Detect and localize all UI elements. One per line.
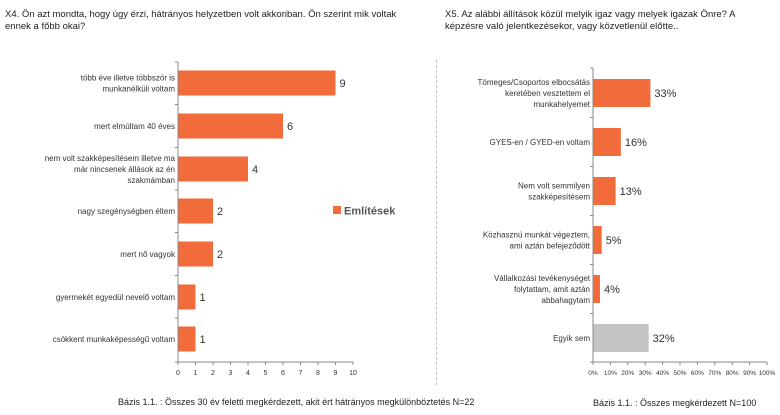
- left-category-label-3: nagy szegénységben éltem: [78, 207, 176, 216]
- right-value-label-1: 16%: [625, 137, 647, 149]
- left-value-label-2: 4: [252, 164, 258, 176]
- right-bar-4: [593, 275, 600, 303]
- left-category-label-1: mert elmúltam 40 éves: [94, 122, 175, 131]
- right-x-tick-label-0: 0%: [588, 370, 598, 377]
- right-bar-2: [593, 177, 616, 205]
- right-bar-chart: 33% Tömeges/Csoportos elbocsátás keretében…: [478, 67, 776, 377]
- left-category-label-2: nem volt szakképesítésem illetve ma már n…: [45, 154, 176, 185]
- left-question-text: X4. Ön azt mondta, hogy úgy érzi, hátrán…: [5, 9, 397, 32]
- right-bar-0: [593, 79, 651, 107]
- right-x-tick-label-10: 100%: [759, 370, 776, 377]
- left-x-tick-label-3: 3: [229, 370, 233, 377]
- left-value-label-4: 2: [217, 249, 223, 261]
- right-value-label-0: 33%: [654, 88, 676, 100]
- right-category-label-1: GYES-en / GYED-en voltam: [490, 138, 591, 147]
- left-category-label-4: mert nő vagyok: [120, 250, 176, 259]
- left-value-label-5: 1: [200, 292, 206, 304]
- right-x-tick-label-9: 90%: [743, 370, 756, 377]
- left-x-tick-label-7: 7: [299, 370, 303, 377]
- left-bar-2: [178, 156, 248, 182]
- right-category-label-4: Vállalkozási tevékenységet folytattam, am…: [494, 274, 591, 305]
- left-bar-6: [178, 326, 196, 352]
- right-x-tick-label-7: 70%: [708, 370, 721, 377]
- left-x-tick-label-0: 0: [176, 370, 180, 377]
- left-x-tick-label-4: 4: [246, 370, 250, 377]
- left-legend: Említések: [333, 206, 396, 218]
- right-value-label-3: 5%: [606, 235, 622, 247]
- left-value-label-6: 1: [200, 334, 206, 346]
- left-value-label-1: 6: [287, 121, 293, 133]
- legend-swatch: [333, 206, 341, 214]
- left-x-tick-label-6: 6: [281, 370, 285, 377]
- legend-label: Említések: [344, 206, 396, 218]
- right-bar-3: [593, 226, 602, 254]
- right-base-footnote: Bázis 1.1. : Összes megkérdezett N=100: [593, 398, 757, 408]
- left-value-label-0: 9: [340, 78, 346, 90]
- right-x-tick-label-2: 20%: [621, 370, 634, 377]
- right-category-label-3: Közhasznú munkát végeztem, ami aztán befe…: [483, 231, 591, 251]
- right-category-label-5: Egyik sem: [553, 334, 590, 343]
- left-bar-4: [178, 241, 213, 267]
- left-x-tick-label-1: 1: [194, 370, 198, 377]
- left-x-tick-label-9: 9: [334, 370, 338, 377]
- left-category-label-6: csökkent munkaképességű voltam: [53, 335, 176, 344]
- left-x-tick-label-5: 5: [264, 370, 268, 377]
- right-x-tick-label-1: 10%: [604, 370, 617, 377]
- left-category-label-0: több éve illetve többször is munkanélküli…: [81, 74, 176, 94]
- left-x-tick-label-2: 2: [211, 370, 215, 377]
- left-bar-3: [178, 198, 213, 224]
- right-x-tick-label-6: 60%: [691, 370, 704, 377]
- right-question-text: X5. Az alábbi állítások közül melyik iga…: [445, 9, 735, 32]
- right-x-tick-label-5: 50%: [673, 370, 686, 377]
- left-value-label-3: 2: [217, 206, 223, 218]
- right-value-label-4: 4%: [604, 284, 620, 296]
- left-bar-5: [178, 284, 196, 310]
- right-category-label-0: Tömeges/Csoportos elbocsátás keretében ve…: [478, 78, 591, 109]
- left-category-label-5: gyermekét egyedül nevelő voltam: [56, 293, 176, 302]
- right-value-label-2: 13%: [620, 186, 642, 198]
- right-x-tick-label-4: 40%: [656, 370, 669, 377]
- left-x-tick-label-8: 8: [316, 370, 320, 377]
- right-bar-5: [593, 324, 649, 352]
- right-value-label-5: 32%: [653, 333, 675, 345]
- left-bar-0: [178, 70, 336, 96]
- left-bar-chart: 9 több éve illetve többször is munkanélkül…: [45, 61, 357, 377]
- right-category-label-2: Nem volt semmilyen szakképesítésem: [518, 182, 590, 202]
- left-base-footnote: Bázis 1.1. : Összes 30 év feletti megkér…: [118, 397, 475, 407]
- left-bar-1: [178, 113, 283, 139]
- right-bar-1: [593, 128, 621, 156]
- right-x-tick-label-8: 80%: [726, 370, 739, 377]
- panel-divider: [436, 60, 437, 385]
- left-x-tick-label-10: 10: [349, 370, 357, 377]
- right-x-tick-label-3: 30%: [639, 370, 652, 377]
